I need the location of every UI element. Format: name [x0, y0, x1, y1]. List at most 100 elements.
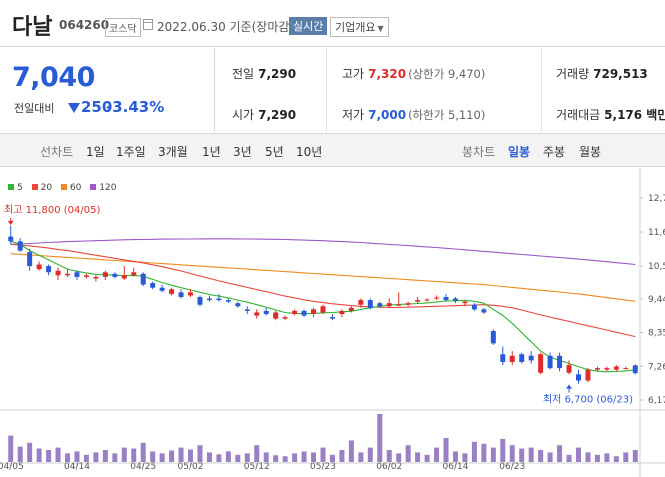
candle-body — [8, 236, 14, 242]
candle-weekly[interactable]: 주봉 — [543, 145, 566, 159]
candle-body — [339, 310, 345, 315]
legend-item-ma20[interactable]: 20 — [31, 183, 53, 193]
volume-bar — [405, 445, 411, 462]
candle-body — [613, 366, 619, 370]
volume-bar — [434, 447, 440, 462]
volume-bar — [140, 442, 146, 462]
candle-body — [263, 310, 269, 315]
volume-bar — [8, 435, 14, 462]
legend-item-ma5[interactable]: 5 — [8, 183, 23, 193]
volume-bar — [83, 454, 89, 462]
stat-label: 전일 — [232, 67, 255, 81]
candle-daily[interactable]: 일봉 — [508, 145, 531, 159]
candle-body — [329, 317, 335, 319]
volume-bar — [178, 447, 184, 462]
legend-swatch — [90, 184, 97, 190]
volume-bar — [188, 449, 194, 462]
candlestick-chart[interactable]: 12,7 11,6 10,5 9,44 8,35 7,26 6,17 04/05 04/14 04… — [0, 168, 665, 477]
company-info-dropdown[interactable]: 기업개요 ▼ — [330, 17, 389, 37]
volume-bar — [490, 447, 496, 462]
candle-body — [121, 275, 127, 279]
y-tick-label: 12,7 — [648, 194, 665, 204]
period-1y[interactable]: 1년 — [202, 145, 221, 159]
volume-bar — [311, 452, 317, 462]
candle-body — [547, 355, 553, 369]
period-10y[interactable]: 10년 — [296, 145, 323, 159]
x-tick-label: 04/05 — [0, 462, 24, 472]
candle-body — [150, 283, 156, 288]
x-tick-label: 06/02 — [376, 462, 402, 472]
volume-bar — [292, 453, 298, 462]
legend-item-ma60[interactable]: 60 — [60, 183, 81, 193]
volume-bar — [462, 453, 468, 462]
volume-bar — [216, 454, 222, 462]
candle-body — [348, 307, 354, 311]
volume-bar — [263, 452, 269, 462]
candle-body — [632, 365, 638, 374]
line-chart-label: 선차트 — [40, 145, 74, 159]
volume-bar — [367, 447, 373, 462]
realtime-button[interactable]: 실시간 — [289, 17, 328, 35]
stat-label: 거래대금 — [556, 108, 601, 122]
legend-item-ma120[interactable]: 120 — [90, 183, 116, 193]
candle-body — [244, 309, 250, 311]
candle-body — [17, 241, 23, 251]
y-tick-label: 9,44 — [648, 295, 665, 305]
candle-body — [206, 298, 212, 301]
stat-value: 7,000 — [368, 108, 407, 122]
volume-bar — [244, 453, 250, 462]
candle-body — [490, 331, 496, 344]
candle-body — [377, 303, 383, 307]
period-5y[interactable]: 5년 — [265, 145, 284, 159]
candle-body — [55, 270, 61, 276]
volume-bar — [566, 454, 572, 462]
volume-bar — [358, 452, 364, 462]
candle-body — [443, 296, 449, 301]
period-3y[interactable]: 3년 — [233, 145, 252, 159]
stat-low: 저가 7,000 (하한가 5,110) — [342, 106, 485, 123]
candle-body — [197, 296, 203, 305]
legend-label: 20 — [40, 183, 53, 193]
x-tick-label: 05/12 — [244, 462, 270, 472]
candle-body — [102, 272, 108, 277]
x-tick-label: 04/14 — [64, 462, 90, 472]
volume-bar — [348, 440, 354, 462]
high-arrowhead — [7, 220, 14, 225]
candle-monthly[interactable]: 월봉 — [579, 145, 602, 159]
period-bar: 선차트 1일 1주일 3개월 1년 3년 5년 10년 봉차트 일봉 주봉 월봉 — [0, 133, 665, 167]
candle-body — [74, 272, 80, 277]
period-1w[interactable]: 1주일 — [116, 145, 146, 159]
volume-bar — [623, 452, 629, 462]
period-1d[interactable]: 1일 — [86, 145, 105, 159]
candle-body — [462, 301, 468, 304]
stat-value: 7,320 — [368, 67, 407, 81]
volume-bar — [604, 453, 610, 462]
candle-body — [557, 355, 563, 369]
volume-bar — [396, 453, 402, 462]
stat-label: 거래량 — [556, 67, 590, 81]
x-tick-label: 05/02 — [178, 462, 204, 472]
candle-body — [405, 303, 411, 305]
divider — [541, 48, 542, 132]
volume-bar — [206, 452, 212, 462]
period-3m[interactable]: 3개월 — [158, 145, 188, 159]
ma-line-ma60 — [10, 253, 636, 302]
as-of-date: 2022.06.30 기준(장마감) — [157, 20, 295, 34]
candle-body — [311, 309, 317, 315]
volume-bar — [121, 447, 127, 462]
candle-body — [538, 354, 544, 373]
volume-bar — [594, 454, 600, 462]
y-tick-label: 7,26 — [648, 362, 665, 372]
stat-amount: 거래대금 5,176 백만 — [556, 106, 665, 123]
y-tick-label: 10,5 — [648, 262, 665, 272]
legend-swatch — [31, 184, 38, 190]
volume-bar — [74, 451, 80, 462]
candle-body — [112, 273, 118, 277]
volume-bar — [102, 450, 108, 462]
candle-body — [254, 312, 260, 316]
candle-body — [301, 310, 307, 316]
volume-bar — [339, 450, 345, 462]
stat-label: 시가 — [232, 108, 255, 122]
candle-body — [594, 368, 600, 370]
stat-value: 7,290 — [258, 108, 297, 122]
